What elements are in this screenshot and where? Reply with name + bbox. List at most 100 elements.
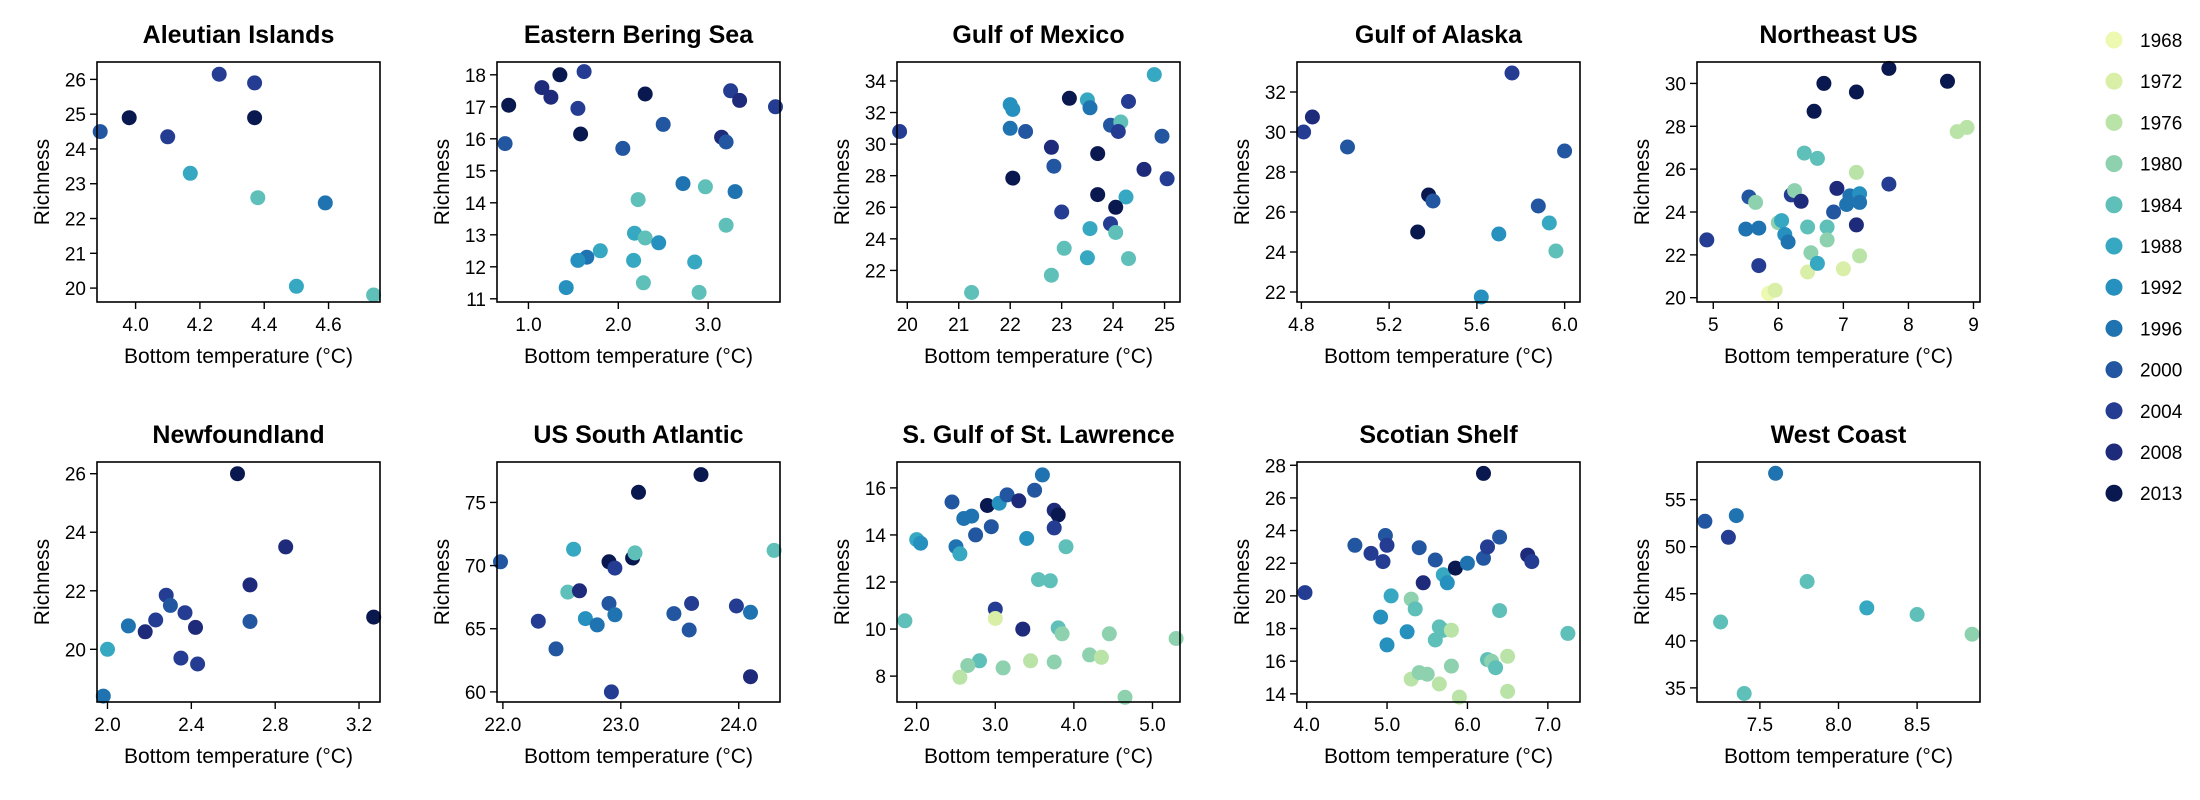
data-point: [1411, 540, 1427, 556]
x-tick-label: 2.0: [605, 315, 631, 336]
data-point: [1005, 170, 1021, 186]
data-point: [1699, 232, 1715, 248]
data-point: [1121, 94, 1136, 109]
data-point: [1492, 529, 1508, 545]
x-tick-label: 5: [1708, 315, 1719, 336]
data-point: [766, 542, 782, 558]
legend-label: 2008: [2140, 443, 2182, 464]
data-point: [1056, 240, 1072, 256]
data-point: [952, 546, 968, 562]
y-tick-label: 26: [65, 70, 86, 91]
data-point: [1473, 289, 1489, 305]
y-tick-label: 22: [1665, 246, 1686, 267]
data-point: [188, 619, 203, 635]
y-tick-label: 24: [865, 230, 887, 251]
x-tick-label: 4.4: [251, 315, 278, 336]
data-point: [1768, 465, 1784, 481]
x-tick-label: 23.0: [602, 715, 639, 736]
data-point: [1005, 101, 1021, 117]
plot-frame-aleutian-islands: [96, 61, 381, 303]
x-axis-label-s-gulf-of-st-lawrence: Bottom temperature (°C): [924, 745, 1153, 768]
data-point: [1530, 198, 1546, 214]
plot-frame-scotian-shelf: [1296, 461, 1581, 703]
data-point: [1121, 251, 1136, 267]
y-tick-label: 28: [1265, 163, 1286, 184]
data-point: [1027, 482, 1043, 498]
y-tick-label: 28: [1665, 117, 1686, 138]
x-tick-label: 3.0: [695, 315, 721, 336]
data-point: [1751, 258, 1767, 274]
year-legend: 1968 1972 1976 1980 1984 1988 1992 1996 2000 2004…: [2105, 31, 2183, 505]
data-point: [1780, 234, 1796, 250]
data-point: [497, 136, 513, 152]
data-point: [1042, 573, 1058, 589]
x-axis-label-eastern-bering-sea: Bottom temperature (°C): [524, 345, 753, 368]
data-point: [1399, 624, 1415, 640]
x-tick-label: 6.0: [1454, 715, 1480, 736]
legend-swatch: [2105, 319, 2123, 337]
data-point: [1480, 539, 1495, 555]
x-tick-label: 2.8: [262, 715, 288, 736]
data-point: [601, 596, 617, 611]
data-point: [1154, 128, 1170, 144]
data-point: [1427, 632, 1443, 648]
legend-swatch: [2105, 196, 2123, 214]
data-point: [681, 622, 697, 638]
y-tick-label: 34: [865, 72, 887, 93]
data-point: [1859, 600, 1875, 616]
data-point: [1168, 631, 1184, 646]
y-tick-label: 11: [466, 290, 486, 311]
data-point: [1375, 554, 1391, 570]
x-axis-label-west-coast: Bottom temperature (°C): [1724, 745, 1953, 768]
panel-gulf-of-mexico: Gulf of Mexico 20 21 22 23 24 25 22 24 26 28 30 32 34…: [831, 21, 1181, 368]
data-point: [1476, 550, 1491, 566]
y-axis-label-eastern-bering-sea: Richness: [431, 139, 454, 225]
y-axis-label-us-south-atlantic: Richness: [431, 539, 454, 625]
panel-title-northeast-us: Northeast US: [1759, 21, 1917, 49]
legend-item-2000: 2000: [2105, 361, 2182, 382]
data-point: [1117, 689, 1133, 705]
data-point: [1748, 194, 1764, 210]
data-point: [1090, 187, 1106, 203]
data-point: [727, 184, 743, 200]
data-point: [1852, 194, 1868, 210]
data-point: [1459, 555, 1475, 571]
x-tick-label: 4.2: [187, 315, 213, 336]
x-tick-label: 3.2: [346, 715, 372, 736]
data-point: [1720, 529, 1736, 545]
panel-aleutian-islands: Aleutian Islands 4.0 4.2 4.4 4.6 20 21 22 23 24 25…: [31, 21, 382, 368]
x-tick-label: 5.2: [1376, 315, 1402, 336]
panel-newfoundland: Newfoundland 2.0 2.4 2.8 3.2 20 22 24 26 Bottom t…: [31, 421, 382, 768]
y-tick-label: 22: [65, 582, 86, 603]
data-point: [1751, 220, 1767, 236]
data-point: [1415, 575, 1431, 591]
y-axis-label-west-coast: Richness: [1631, 539, 1654, 625]
y-tick-label: 30: [865, 135, 886, 156]
data-point: [1159, 171, 1175, 187]
data-point: [173, 650, 189, 666]
data-point: [1541, 215, 1557, 231]
data-point: [534, 80, 550, 96]
y-tick-label: 24: [1265, 522, 1287, 543]
data-point: [1697, 513, 1713, 529]
x-tick-label: 2.0: [903, 715, 929, 736]
x-tick-label: 4.0: [1293, 715, 1319, 736]
data-point: [603, 684, 619, 700]
x-tick-label: 4.0: [1061, 715, 1087, 736]
y-tick-label: 26: [65, 465, 86, 486]
data-point: [1136, 161, 1152, 177]
data-point: [732, 92, 748, 108]
data-point: [1019, 531, 1035, 546]
y-tick-label: 40: [1665, 632, 1686, 653]
data-point: [1118, 189, 1134, 205]
legend-item-1988: 1988: [2105, 237, 2182, 258]
data-point: [723, 83, 739, 99]
data-point: [1340, 139, 1355, 155]
data-point: [944, 494, 960, 510]
data-point: [1959, 119, 1975, 135]
x-tick-label: 6: [1773, 315, 1784, 336]
y-tick-label: 50: [1665, 538, 1686, 559]
legend-swatch: [2105, 31, 2123, 49]
data-point: [543, 89, 559, 105]
panel-title-eastern-bering-sea: Eastern Bering Sea: [524, 21, 754, 49]
